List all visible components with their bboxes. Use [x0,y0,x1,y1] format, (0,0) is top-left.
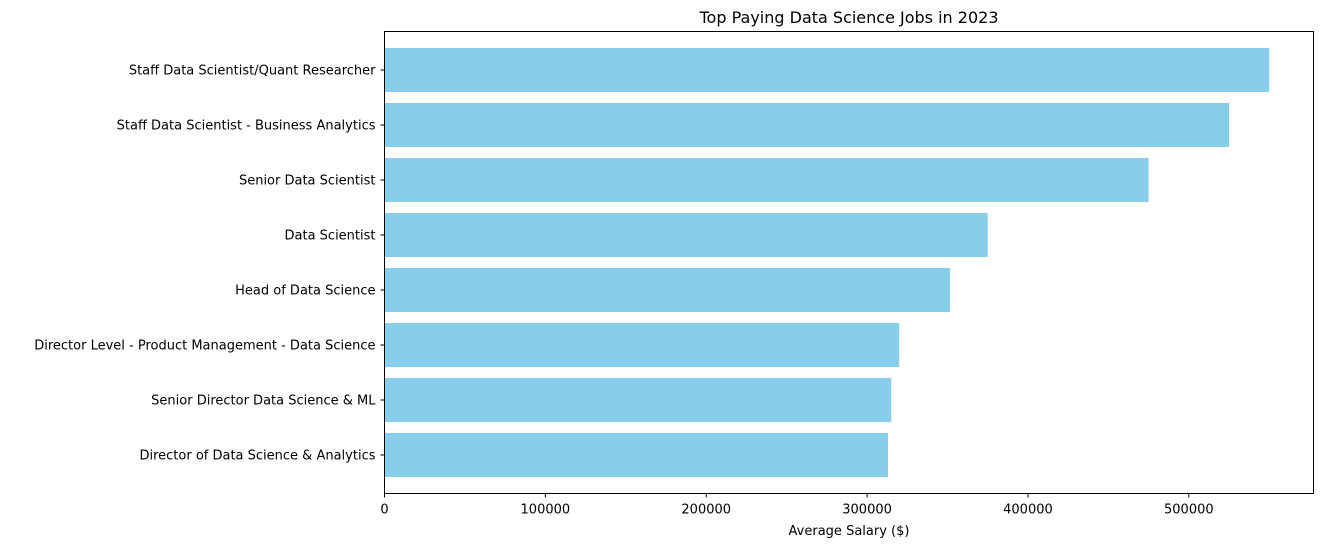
category-label: Staff Data Scientist/Quant Researcher [129,64,376,79]
category-label: Staff Data Scientist - Business Analytic… [117,119,376,134]
bar [384,213,988,257]
category-label: Director Level - Product Management - Da… [34,339,375,354]
x-tick-label: 200000 [681,503,731,518]
x-tick-label: 100000 [521,503,571,518]
bar [384,323,900,367]
x-axis-ticks: 0 100000 200000 300000 400000 500000 [380,493,1214,518]
bar [384,158,1149,202]
category-label: Senior Director Data Science & ML [151,394,376,409]
x-tick-label: 0 [380,503,388,518]
category-label: Senior Data Scientist [239,174,376,189]
plot-frame [384,31,1314,494]
bar [384,103,1230,147]
bar [384,48,1270,92]
category-label: Head of Data Science [235,284,375,299]
bar [384,268,950,312]
x-tick-label: 400000 [1003,503,1053,518]
category-label: Data Scientist [285,229,376,244]
x-tick-label: 300000 [842,503,892,518]
x-axis-label: Average Salary ($) [789,524,910,539]
category-labels: Staff Data Scientist/Quant Researcher Sta… [34,64,385,464]
chart-title: Top Paying Data Science Jobs in 2023 [699,8,999,27]
bars-layer [384,48,1270,477]
bar [384,433,889,477]
x-tick-label: 500000 [1164,503,1214,518]
bar [384,378,892,422]
category-label: Director of Data Science & Analytics [139,449,375,464]
